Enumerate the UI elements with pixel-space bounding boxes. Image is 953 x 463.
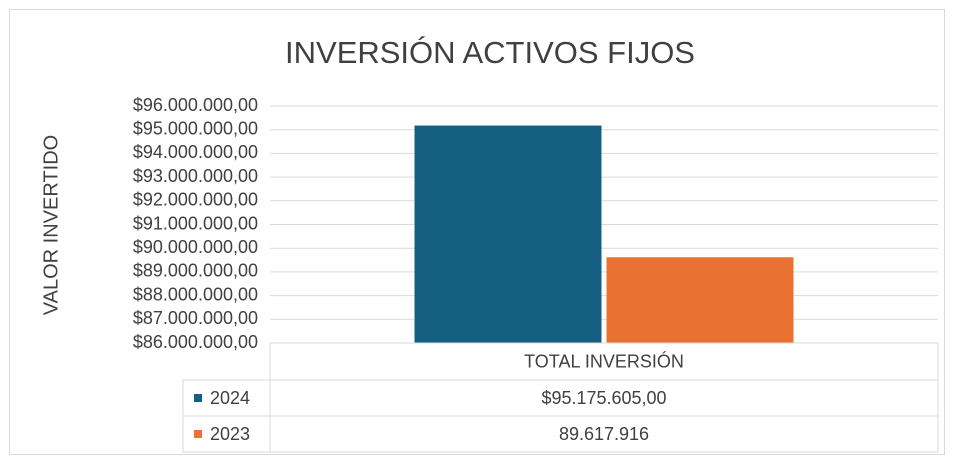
legend-swatch [194,394,202,402]
bar [606,257,794,343]
y-tick-label: $90.000.000,00 [133,237,258,257]
y-tick-label: $91.000.000,00 [133,213,258,233]
legend-label: 2023 [210,424,250,444]
y-tick-label: $93.000.000,00 [133,166,258,186]
y-axis-label: VALOR INVERTIDO [40,135,62,315]
y-tick-label: $89.000.000,00 [133,261,258,281]
y-tick-label: $94.000.000,00 [133,142,258,162]
table-value: $95.175.605,00 [541,388,666,408]
y-tick-label: $92.000.000,00 [133,190,258,210]
x-tick-label: TOTAL INVERSIÓN [524,350,684,371]
legend-label: 2024 [210,388,250,408]
y-tick-label: $95.000.000,00 [133,118,258,138]
y-tick-label: $88.000.000,00 [133,284,258,304]
chart-title: INVERSIÓN ACTIVOS FIJOS [285,35,695,70]
y-tick-label: $87.000.000,00 [133,308,258,328]
table-value: 89.617.916 [559,424,649,444]
legend-swatch [194,430,202,438]
bar [414,125,602,343]
y-tick-label: $96.000.000,00 [133,95,258,115]
y-tick-label: $86.000.000,00 [133,332,258,352]
